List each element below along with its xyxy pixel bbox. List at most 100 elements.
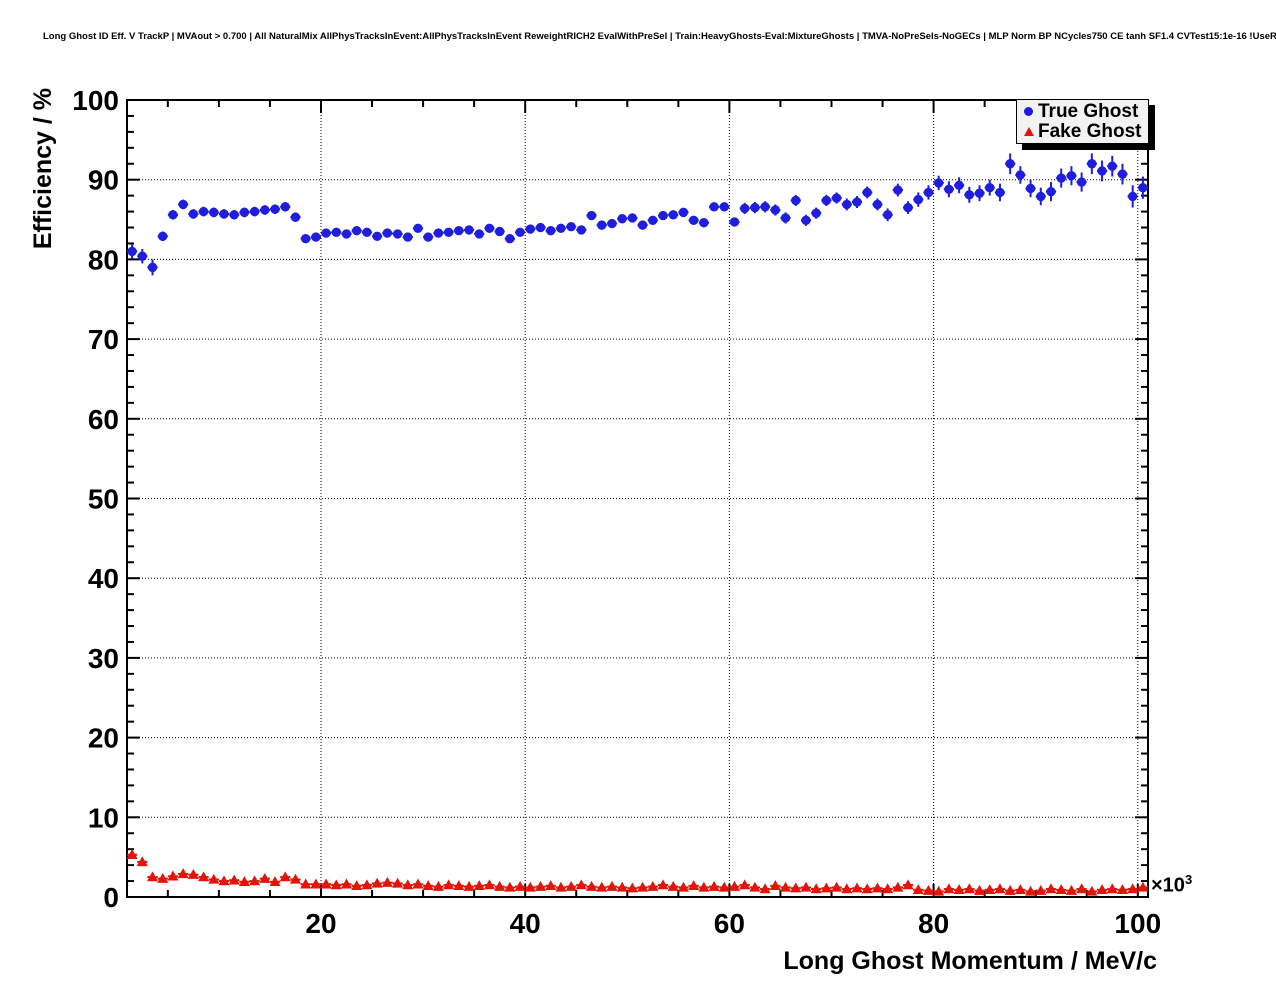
data-point bbox=[597, 220, 607, 230]
y-tick-label: 40 bbox=[88, 563, 119, 594]
data-point bbox=[984, 884, 996, 895]
data-point bbox=[831, 193, 842, 203]
gridlines bbox=[127, 100, 1148, 897]
data-point bbox=[626, 882, 638, 893]
data-point bbox=[259, 872, 271, 883]
data-point bbox=[464, 225, 474, 235]
data-point bbox=[198, 871, 210, 882]
data-point bbox=[545, 880, 557, 891]
data-point bbox=[1035, 884, 1047, 895]
data-point bbox=[739, 879, 751, 890]
data-point bbox=[158, 231, 168, 241]
data-point bbox=[228, 874, 240, 885]
data-point bbox=[413, 223, 423, 234]
data-point bbox=[534, 880, 547, 891]
data-point bbox=[1015, 170, 1026, 180]
data-point bbox=[861, 883, 873, 894]
data-point bbox=[718, 881, 730, 892]
data-point bbox=[198, 206, 209, 217]
data-point bbox=[300, 233, 311, 244]
data-point bbox=[289, 873, 302, 884]
data-point bbox=[361, 879, 373, 890]
data-point bbox=[1025, 885, 1037, 896]
data-point bbox=[432, 880, 444, 891]
data-point bbox=[351, 880, 363, 891]
data-point bbox=[800, 881, 812, 892]
data-point bbox=[780, 213, 791, 223]
data-point bbox=[606, 880, 618, 891]
y-axis-title: Efficiency / % bbox=[29, 88, 57, 250]
data-point bbox=[136, 856, 148, 867]
data-point bbox=[699, 218, 709, 228]
data-point bbox=[872, 199, 883, 210]
data-point bbox=[310, 878, 322, 889]
data-point bbox=[820, 882, 832, 893]
data-point bbox=[667, 880, 679, 891]
x-tick-label: 20 bbox=[305, 908, 336, 939]
data-point bbox=[524, 881, 536, 892]
data-point bbox=[586, 880, 598, 891]
legend-label-fake-ghost: Fake Ghost bbox=[1038, 121, 1142, 143]
x-tick-label: 100 bbox=[1114, 908, 1161, 939]
data-point bbox=[525, 224, 535, 234]
data-point bbox=[851, 882, 863, 893]
data-point bbox=[443, 879, 455, 890]
data-point bbox=[811, 208, 821, 218]
data-point bbox=[1004, 884, 1016, 895]
data-point bbox=[842, 199, 852, 210]
data-point bbox=[483, 879, 496, 890]
x-axis-exponent: ×103 bbox=[1151, 872, 1192, 898]
data-point bbox=[137, 251, 148, 261]
data-point bbox=[269, 876, 281, 887]
data-point bbox=[647, 880, 659, 891]
y-tick-label: 30 bbox=[88, 643, 119, 674]
data-point bbox=[871, 882, 883, 893]
data-point bbox=[790, 882, 802, 893]
data-point bbox=[422, 880, 434, 891]
data-point bbox=[944, 184, 954, 194]
legend-marker-cell bbox=[1022, 106, 1035, 116]
data-point bbox=[290, 212, 301, 222]
data-point bbox=[126, 849, 138, 859]
data-point bbox=[779, 881, 792, 892]
data-point bbox=[1025, 183, 1036, 194]
data-point bbox=[933, 178, 944, 188]
data-point bbox=[187, 868, 199, 879]
y-tick-label: 60 bbox=[88, 404, 119, 435]
data-point bbox=[494, 226, 505, 237]
data-point bbox=[320, 878, 332, 889]
data-point bbox=[443, 227, 454, 238]
data-point bbox=[1076, 177, 1087, 187]
data-point bbox=[504, 881, 516, 892]
series-fake-ghost bbox=[126, 849, 1149, 896]
data-point bbox=[280, 202, 290, 212]
data-point bbox=[862, 187, 872, 198]
data-point bbox=[963, 883, 975, 894]
data-point bbox=[178, 199, 188, 210]
x-axis-title: Long Ghost Momentum / MeV/c bbox=[783, 947, 1157, 975]
true-ghost-circle-icon bbox=[1024, 106, 1033, 116]
data-point bbox=[678, 207, 689, 218]
y-tick-label: 20 bbox=[88, 723, 119, 754]
data-point bbox=[648, 215, 658, 226]
data-point bbox=[433, 228, 444, 238]
legend-marker-cell bbox=[1022, 127, 1035, 137]
data-point bbox=[749, 881, 761, 892]
data-point bbox=[494, 880, 506, 891]
data-point bbox=[657, 879, 669, 890]
data-point bbox=[708, 880, 720, 891]
data-point bbox=[586, 210, 597, 221]
legend: True Ghost Fake Ghost bbox=[1016, 99, 1149, 144]
data-point bbox=[903, 202, 913, 213]
data-point bbox=[596, 881, 608, 892]
data-point bbox=[922, 884, 935, 895]
data-point bbox=[1005, 159, 1015, 169]
data-point bbox=[566, 222, 576, 232]
data-point bbox=[1087, 159, 1097, 169]
data-point bbox=[688, 215, 699, 226]
data-point bbox=[1086, 885, 1098, 896]
data-point bbox=[208, 873, 220, 884]
tick-labels: 0 10 20 30 40 50 60 70 80 90 100 20 40 60 80 100 bbox=[72, 85, 1161, 939]
fake-ghost-triangle-icon bbox=[1023, 127, 1034, 137]
